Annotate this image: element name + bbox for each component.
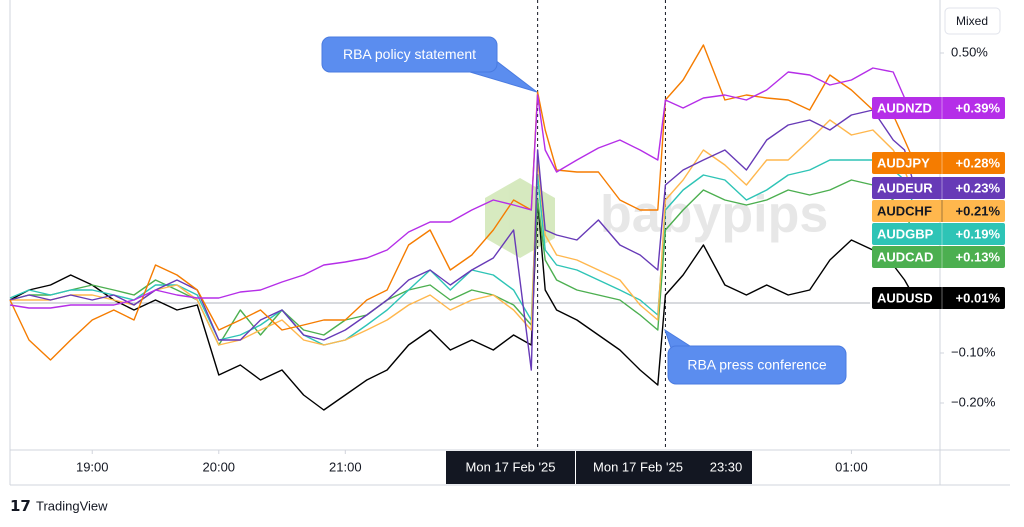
last-value-label: +0.21% [956, 203, 1001, 218]
series-tag [872, 177, 1005, 199]
legend-label: AUDCAD [877, 249, 933, 264]
scale-mode-button[interactable] [944, 7, 1001, 35]
crosshair-label: 23:30 [710, 459, 743, 474]
series-tag [872, 223, 1005, 245]
legend-label: AUDEUR [877, 180, 933, 195]
callout-box [667, 345, 847, 385]
legend-label: AUDNZD [877, 100, 932, 115]
crosshair-label: Mon 17 Feb '25 [466, 459, 556, 474]
series-tag [872, 246, 1005, 268]
series-line [9, 159, 916, 346]
series-tag [872, 97, 1005, 119]
series-line [9, 109, 916, 371]
last-value-label: +0.13% [956, 249, 1001, 264]
y-tick-label: −0.20% [951, 394, 996, 409]
callout-box [321, 36, 498, 73]
crosshair-label: Mon 17 Feb '25 [593, 459, 683, 474]
series-line [10, 119, 916, 346]
crosshair-label-box [700, 451, 752, 484]
brand-text: TradingView [36, 498, 108, 513]
last-value-label: +0.28% [956, 155, 1001, 170]
legend-label: AUDJPY [877, 155, 930, 170]
series-line [9, 67, 916, 309]
series-line [9, 179, 916, 346]
legend-label: AUDGBP [877, 226, 934, 241]
brand-logo: 𝟭𝟳 [10, 498, 31, 515]
x-tick-label: 19:00 [76, 459, 109, 474]
last-value-label: +0.39% [956, 100, 1001, 115]
callout-text: RBA press conference [687, 357, 827, 373]
last-value-label: +0.19% [956, 226, 1001, 241]
y-tick-label: −0.10% [951, 344, 996, 359]
x-tick-label: 20:00 [203, 459, 236, 474]
series-tag [872, 152, 1005, 174]
series-tag [872, 200, 1005, 222]
crosshair-label-box [446, 451, 575, 484]
x-tick-label: 01:00 [835, 459, 868, 474]
last-value-label: +0.23% [956, 180, 1001, 195]
series-tag [872, 287, 1005, 309]
series-line [9, 44, 916, 361]
x-tick-label: 21:00 [329, 459, 362, 474]
last-value-label: +0.01% [956, 290, 1001, 305]
series-line [9, 199, 916, 411]
scale-mode[interactable]: Mixed [956, 14, 988, 28]
legend-label: AUDCHF [877, 203, 932, 218]
callout-text: RBA policy statement [343, 46, 476, 62]
crosshair-label-box [576, 451, 700, 484]
y-tick-label: 0.50% [951, 44, 988, 59]
brand: 𝟭𝟳 TradingView [10, 498, 108, 515]
legend-label: AUDUSD [877, 290, 933, 305]
